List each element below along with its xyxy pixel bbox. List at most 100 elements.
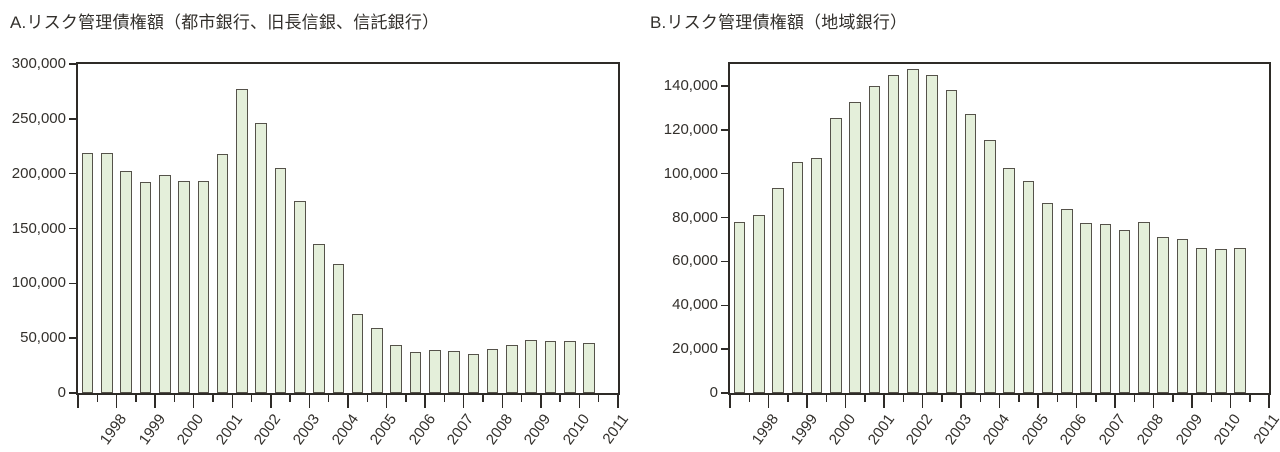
x-axis-minor-tick — [748, 393, 750, 402]
x-axis-major-tick — [270, 393, 272, 408]
x-year-label: 2003 — [289, 411, 324, 448]
y-tick-label: 50,000 — [20, 329, 66, 347]
bar-2001-h1 — [197, 181, 210, 393]
bar-2002-h2 — [255, 122, 267, 393]
x-axis-major-tick — [1075, 393, 1078, 408]
x-year-label: 1998 — [96, 411, 131, 448]
x-axis-major-tick — [1191, 393, 1193, 408]
x-year-label: 2004 — [328, 411, 362, 448]
x-year-label: 2010 — [559, 411, 594, 448]
y-axis-tick — [69, 63, 78, 65]
bar-2004-h1 — [313, 243, 325, 393]
bar-2003-h2 — [945, 90, 958, 393]
x-axis-major-tick — [806, 393, 808, 408]
bar-1998-h1 — [733, 221, 746, 393]
bar-2000-h2 — [178, 180, 190, 393]
x-year-label: 2006 — [405, 411, 439, 448]
x-axis-major-tick — [1037, 393, 1039, 408]
bar-2007-h2 — [1099, 224, 1112, 393]
x-axis-major-tick — [921, 393, 924, 408]
x-axis-minor-tick — [289, 393, 291, 402]
y-axis-tick — [69, 337, 78, 339]
y-tick-label: 0 — [709, 384, 718, 401]
x-axis-major-tick — [578, 393, 581, 408]
x-axis-major-tick — [617, 393, 619, 408]
y-axis-tick — [69, 172, 78, 175]
bar-2001-h1 — [849, 102, 861, 393]
y-axis-tick — [69, 118, 78, 120]
x-axis-minor-tick — [864, 393, 866, 402]
bar-2009-h1 — [506, 344, 518, 393]
x-year-label: 2005 — [366, 411, 401, 448]
bar-2008-h2 — [486, 348, 499, 393]
x-axis-minor-tick — [1172, 393, 1174, 402]
x-axis-major-tick — [154, 393, 156, 408]
x-axis-major-tick — [540, 393, 542, 408]
x-axis-minor-tick — [1249, 393, 1251, 402]
bar-1998-h2 — [753, 215, 765, 393]
x-year-label: 2002 — [902, 411, 937, 448]
x-year-label: 1999 — [135, 411, 169, 448]
x-axis-minor-tick — [597, 393, 600, 402]
bar-1999-h1 — [120, 171, 132, 393]
bar-1999-h1 — [772, 187, 784, 393]
y-axis-tick — [69, 392, 78, 394]
chart-b-title: B.リスク管理債権額（地域銀行） — [650, 13, 908, 32]
bar-2010-h2 — [1215, 249, 1227, 393]
x-axis-major-tick — [998, 393, 1001, 408]
chart-a-title: A.リスク管理債権額（都市銀行、旧長信銀、信託銀行） — [10, 13, 440, 32]
bar-1999-h2 — [791, 161, 804, 393]
x-year-label: 2007 — [444, 411, 478, 448]
chart-b: B.リスク管理債権額（地域銀行） 1998 1999 2000 2001 2002 200… — [640, 0, 1280, 452]
bar-2011-h1 — [1234, 248, 1246, 393]
bar-2003-h1 — [926, 74, 938, 393]
bar-2007-h1 — [428, 350, 441, 393]
bar-2008-h1 — [467, 354, 480, 393]
bar-2004-h1 — [964, 114, 977, 393]
x-year-label: 2006 — [1056, 411, 1091, 448]
x-axis-major-tick — [462, 393, 465, 408]
x-axis-major-tick — [729, 393, 731, 408]
x-axis-major-tick — [883, 393, 885, 408]
y-axis-tick — [69, 227, 78, 230]
x-axis-major-tick — [192, 393, 195, 408]
x-axis-major-tick — [1152, 393, 1155, 408]
x-year-label: 2003 — [941, 411, 975, 448]
bar-2002-h1 — [887, 74, 900, 393]
bar-2000-h1 — [810, 158, 823, 393]
y-axis-tick — [721, 216, 730, 219]
bar-2009-h1 — [1157, 237, 1169, 393]
y-tick-label: 100,000 — [663, 164, 718, 182]
bar-2004-h2 — [332, 264, 345, 393]
x-axis-major-tick — [424, 393, 426, 408]
x-axis-minor-tick — [1095, 393, 1097, 402]
bar-2003-h2 — [293, 201, 306, 393]
bar-2009-h2 — [1176, 239, 1189, 393]
x-year-label: 2005 — [1018, 411, 1052, 448]
y-axis-tick — [69, 282, 78, 285]
bar-2005-h1 — [1003, 168, 1015, 393]
x-axis-major-tick — [1229, 393, 1232, 408]
x-axis-major-tick — [844, 393, 847, 408]
y-axis-tick — [721, 129, 730, 131]
x-axis-minor-tick — [520, 393, 523, 402]
x-year-label: 2010 — [1210, 411, 1245, 448]
bar-2004-h2 — [984, 139, 996, 393]
bar-2001-h2 — [216, 153, 229, 393]
y-axis-tick — [721, 392, 730, 394]
x-axis-minor-tick — [366, 393, 369, 402]
y-tick-label: 100,000 — [11, 274, 66, 292]
y-tick-label: 80,000 — [672, 208, 718, 226]
y-axis-tick — [721, 348, 730, 350]
x-axis-minor-tick — [250, 393, 253, 402]
bar-1998-h2 — [101, 152, 113, 393]
bar-2002-h2 — [907, 69, 919, 393]
y-tick-label: 300,000 — [11, 55, 66, 72]
x-year-label: 2001 — [212, 411, 247, 448]
x-axis-minor-tick — [212, 393, 214, 402]
x-year-label: 2007 — [1095, 411, 1129, 448]
x-axis-minor-tick — [941, 393, 943, 402]
y-tick-label: 20,000 — [672, 340, 718, 358]
x-axis-minor-tick — [559, 393, 561, 402]
